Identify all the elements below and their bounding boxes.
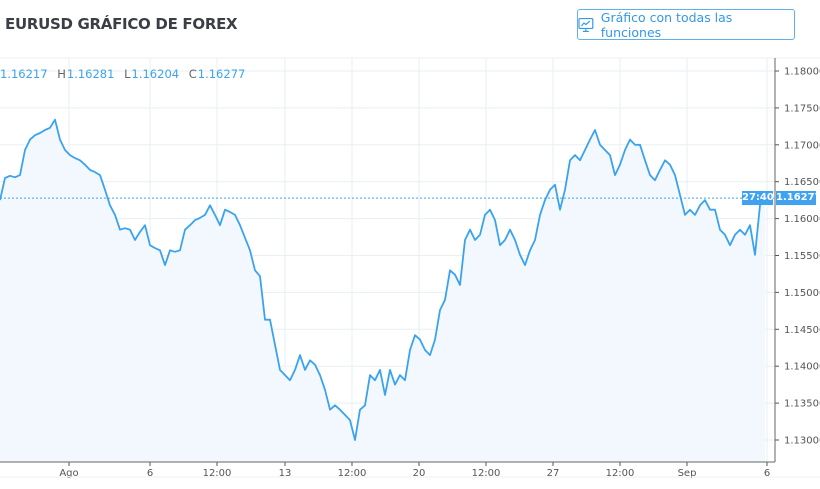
x-tick-label: 6 — [147, 468, 153, 479]
y-tick-label: 1.13500 — [784, 399, 820, 410]
x-tick-label: 13 — [279, 468, 292, 479]
price-area-fill — [0, 119, 765, 462]
close-label: C — [188, 67, 197, 81]
y-tick-label: 1.16000 — [784, 214, 820, 225]
y-tick-label: 1.14500 — [784, 325, 820, 336]
y-tick-label: 1.15500 — [784, 251, 820, 262]
y-tick-label: 1.17000 — [784, 140, 820, 151]
y-tick-label: 1.13000 — [784, 436, 820, 447]
full-chart-button-label: Gráfico con todas las funciones — [600, 9, 733, 40]
x-tick-label: 20 — [413, 468, 426, 479]
ohlc-legend: 1.16217 H1.16281 L1.16204 C1.16277 — [0, 67, 245, 81]
x-tick-label: 12:00 — [606, 468, 635, 479]
y-tick-label: 1.15000 — [784, 288, 820, 299]
x-tick-label: 27 — [547, 468, 560, 479]
full-chart-button[interactable]: Gráfico con todas las funciones — [577, 9, 795, 40]
y-tick-label: 1.17500 — [784, 103, 820, 114]
page-title: EURUSD GRÁFICO DE FOREX — [5, 15, 238, 33]
high-value: 1.16281 — [66, 67, 115, 81]
x-tick-label: 6 — [764, 468, 770, 479]
x-tick-label: 12:00 — [338, 468, 367, 479]
countdown-tag: 27:40 — [742, 191, 774, 205]
y-tick-label: 1.16500 — [784, 177, 820, 188]
chart-monitor-icon — [578, 17, 594, 32]
open-value: 1.16217 — [0, 67, 48, 81]
x-tick-label: 12:00 — [203, 468, 232, 479]
last-price-tag: 1.16277 — [776, 191, 820, 205]
y-tick-label: 1.14000 — [784, 362, 820, 373]
close-value: 1.16277 — [197, 67, 246, 81]
x-tick-label: 12:00 — [472, 468, 501, 479]
y-tick-label: 1.18000 — [784, 67, 820, 78]
x-tick-label: Sep — [678, 468, 697, 479]
price-line — [0, 118, 766, 441]
high-label: H — [57, 67, 66, 81]
low-value: 1.16204 — [131, 67, 180, 81]
x-tick-label: Ago — [59, 468, 78, 479]
low-label: L — [124, 67, 131, 81]
